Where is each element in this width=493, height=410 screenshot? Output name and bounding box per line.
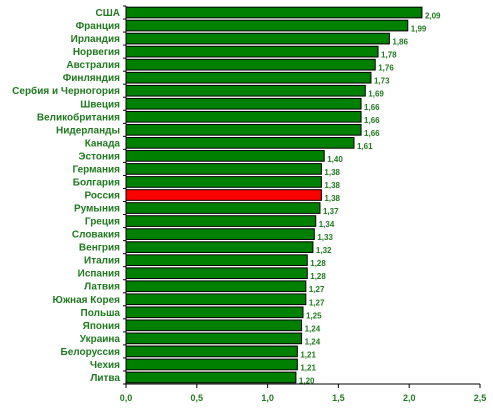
value-label: 1,34	[319, 220, 335, 229]
x-tick-label: 2,0	[403, 393, 416, 403]
category-label: Греция	[85, 217, 120, 228]
x-tick-labels: 0,0 0,5 1,0 1,5 2,0 2,5	[120, 393, 487, 403]
bar	[125, 293, 307, 306]
category-label: Италия	[84, 256, 120, 267]
value-label: 1,33	[317, 233, 333, 242]
value-label: 1,21	[300, 350, 316, 359]
bar	[125, 306, 304, 319]
category-label: Словакия	[72, 230, 120, 241]
value-label: 1,61	[357, 142, 373, 151]
bar	[125, 358, 298, 371]
category-labels: США Франция Ирландия Норвегия Австралия Финля…	[12, 8, 120, 384]
bars	[125, 6, 423, 384]
value-label: 1,78	[381, 51, 397, 60]
category-label: Финляндия	[63, 73, 120, 84]
bar	[125, 6, 423, 19]
bar	[125, 123, 362, 136]
bar	[125, 189, 322, 201]
category-label: Польша	[81, 308, 121, 319]
category-label: Ирландия	[71, 34, 120, 45]
category-label: Великобритания	[37, 111, 120, 123]
value-label: 1,99	[411, 25, 427, 34]
category-label: Литва	[90, 373, 120, 384]
bar	[125, 215, 317, 227]
category-label: Венгрия	[79, 243, 120, 254]
bar	[125, 19, 409, 32]
bar	[125, 150, 325, 162]
category-label: Эстония	[78, 151, 120, 162]
bar	[125, 163, 322, 175]
bar	[125, 254, 308, 267]
value-label: 1,66	[364, 116, 380, 125]
x-tick-label: 2,5	[474, 393, 487, 403]
category-label: США	[96, 8, 121, 19]
category-label: Румыния	[74, 204, 120, 215]
category-label: Болгария	[73, 177, 120, 188]
category-label: Германия	[72, 164, 120, 175]
bar	[125, 32, 390, 45]
bar	[125, 71, 372, 84]
bar	[125, 97, 362, 110]
value-label: 1,25	[306, 311, 322, 320]
bar	[125, 137, 355, 149]
category-label: Россия	[84, 191, 120, 202]
bar	[125, 332, 303, 345]
bar	[125, 319, 303, 332]
category-label: Белоруссия	[61, 347, 121, 358]
x-tick-label: 0,5	[191, 393, 204, 403]
x-tick-label: 1,0	[261, 393, 274, 403]
bar	[125, 267, 308, 280]
value-label: 2,09	[425, 12, 441, 21]
value-label: 1,73	[374, 77, 390, 86]
bar	[125, 202, 321, 214]
value-label: 1,32	[316, 246, 332, 255]
value-label: 1,20	[299, 376, 315, 385]
bar	[125, 280, 307, 293]
category-label: Франция	[76, 21, 121, 32]
category-label: Норвегия	[73, 47, 120, 58]
bar	[125, 228, 315, 240]
value-label: 1,38	[324, 181, 340, 190]
category-label: Украина	[80, 334, 121, 345]
value-label: 1,27	[309, 285, 325, 294]
bar	[125, 371, 297, 384]
value-label: 1,21	[300, 363, 316, 372]
x-tick-label: 0,0	[120, 393, 133, 403]
x-tick-label: 1,5	[332, 393, 345, 403]
bar	[125, 58, 376, 71]
value-label: 1,66	[364, 129, 380, 138]
value-label: 1,37	[323, 207, 339, 216]
bar	[125, 176, 322, 188]
value-label: 1,27	[309, 298, 325, 307]
bar	[125, 84, 366, 97]
category-label: Испания	[78, 269, 121, 280]
axes	[123, 5, 481, 388]
value-labels: 2,09 1,991,86 1,78 1,76 1,73 1,69 1,66 1,66 1,66…	[299, 12, 441, 386]
value-label: 1,38	[324, 194, 340, 203]
value-label: 1,24	[305, 337, 321, 346]
category-label: Япония	[83, 321, 121, 332]
category-label: Австралия	[66, 60, 120, 71]
value-label: 1,40	[327, 155, 343, 164]
category-label: Южная Корея	[53, 295, 121, 306]
value-label: 1,66	[364, 103, 380, 112]
value-label: 1,76	[378, 64, 394, 73]
category-label: Чехия	[90, 360, 120, 371]
category-label: Канада	[85, 138, 121, 149]
bar	[125, 45, 379, 58]
category-label: Швеция	[80, 99, 120, 110]
bar	[125, 241, 314, 253]
value-label: 1,28	[310, 272, 326, 281]
category-label: Сербия и Черногория	[12, 85, 120, 97]
value-label: 1,28	[310, 259, 326, 268]
value-label: 1,86	[392, 38, 408, 47]
bar	[125, 345, 298, 358]
value-label: 1,69	[368, 90, 384, 99]
bar	[125, 110, 362, 123]
category-label: Латвия	[84, 282, 120, 293]
value-label: 1,24	[305, 324, 321, 333]
category-label: Нидерланды	[56, 125, 120, 136]
value-label: 1,38	[324, 168, 340, 177]
